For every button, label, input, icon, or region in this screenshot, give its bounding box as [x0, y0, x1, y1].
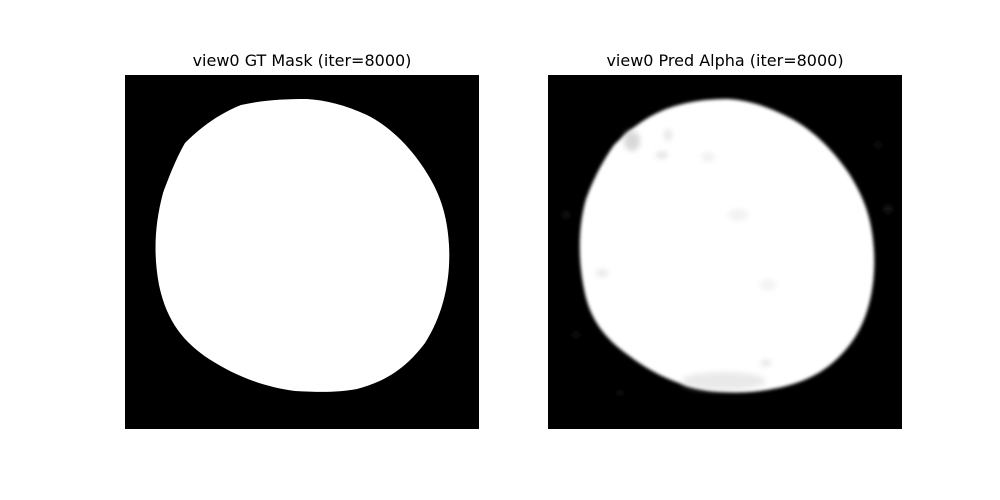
panel-title-pred-alpha: view0 Pred Alpha (iter=8000) — [606, 51, 844, 70]
pred-alpha-svg — [548, 75, 902, 429]
pred-alpha-blob — [579, 99, 875, 393]
panel-title-gt-mask: view0 GT Mask (iter=8000) — [192, 51, 412, 70]
gt-mask-blob — [155, 99, 450, 392]
pred-alpha-noise — [563, 142, 892, 396]
pred-alpha-image — [548, 75, 902, 429]
gt-mask-image — [125, 75, 479, 429]
pred-alpha-artifacts — [596, 129, 776, 390]
gt-mask-svg — [125, 75, 479, 429]
